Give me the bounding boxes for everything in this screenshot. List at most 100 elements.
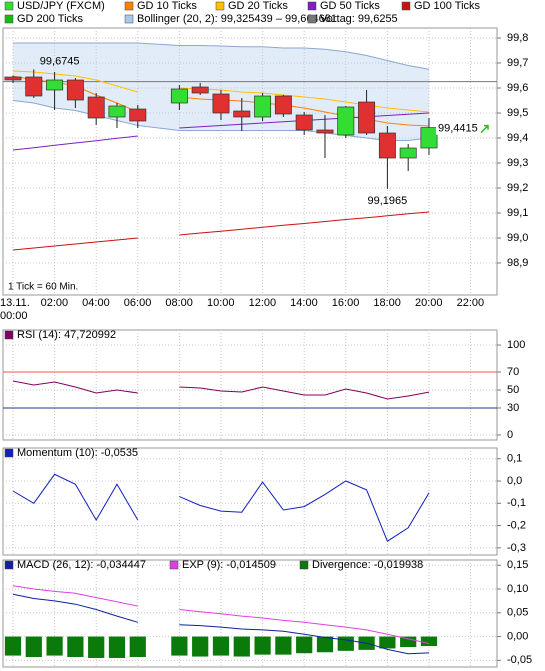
candle-body	[233, 110, 251, 118]
candle-body	[170, 88, 188, 104]
legend-label: Vortag: 99,6255	[320, 13, 398, 25]
legend-label: USD/JPY (FXCM)	[17, 0, 105, 12]
candle-body	[378, 132, 396, 159]
legend-label: GD 200 Ticks	[17, 13, 84, 25]
bar	[296, 636, 313, 654]
candle-body	[129, 108, 147, 122]
candle-body	[87, 96, 105, 119]
y-tick-label: 99,0	[507, 232, 528, 244]
bar	[275, 636, 292, 655]
note: 1 Tick = 60 Min.	[8, 282, 78, 293]
legend-label: Momentum (10): -0,0535	[17, 447, 138, 459]
legend-label: EXP (9): -0,014509	[182, 559, 276, 571]
y-tick-label: 99,7	[507, 57, 528, 69]
bar	[129, 636, 146, 658]
candle-body	[46, 79, 64, 91]
y-tick-label: 50	[507, 384, 519, 396]
bar	[46, 636, 63, 656]
x-tick-label: 12:00	[248, 297, 277, 309]
y-tick-label: -0,2	[507, 519, 526, 531]
legend-label: GD 50 Ticks	[320, 0, 380, 12]
y-tick-label: 0,1	[507, 453, 522, 465]
trend-arrow	[480, 124, 489, 134]
x-tick-label: 16:00	[331, 297, 360, 309]
y-tick-label: -0,1	[507, 497, 526, 509]
bar	[192, 636, 209, 657]
legend-swatch	[4, 330, 14, 340]
annotation: 99,1965	[368, 195, 408, 207]
candle-body	[212, 93, 230, 114]
bar	[4, 636, 22, 656]
y-tick-label: 0,05	[507, 607, 528, 619]
plot-frame	[2, 27, 498, 296]
candle-body	[316, 129, 334, 134]
y-tick-label: 100	[507, 339, 525, 351]
legend-label: GD 10 Ticks	[137, 0, 197, 12]
candle-body	[191, 86, 209, 94]
y-tick-label: 99,4	[507, 132, 528, 144]
y-tick-label: 0,15	[507, 559, 528, 571]
bar	[25, 636, 42, 658]
legend-swatch	[4, 14, 14, 24]
y-tick-label: 70	[507, 366, 519, 378]
legend-swatch	[299, 560, 309, 570]
x-tick-label: 02:00	[40, 297, 69, 309]
x-tick-label: 10:00	[206, 297, 235, 309]
y-tick-label: 99,8	[507, 32, 528, 44]
bar	[337, 636, 354, 651]
y-tick-label: 99,5	[507, 107, 528, 119]
x-tick-label: 14:00	[290, 297, 318, 309]
legend-swatch	[4, 560, 14, 570]
annotation-box	[435, 120, 479, 135]
bar	[316, 636, 334, 653]
legend-label: RSI (14): 47,720992	[17, 329, 116, 341]
y-tick-label: 0,0	[507, 475, 522, 487]
legend-swatch	[124, 1, 134, 11]
bar	[67, 636, 84, 658]
candle-body	[108, 105, 126, 118]
y-tick-label: 99,2	[507, 182, 528, 194]
plot-frame	[2, 559, 498, 668]
y-tick-label: -0,3	[507, 542, 526, 554]
plot-frame	[2, 329, 498, 441]
x-tick-label: 04:00	[82, 297, 110, 309]
plot-frame	[2, 447, 498, 556]
y-tick-label: 98,9	[507, 257, 528, 269]
candle-body	[274, 95, 292, 115]
bar	[88, 636, 105, 658]
y-tick-label: 99,1	[507, 207, 528, 219]
x-tick-label: 18:00	[373, 297, 401, 309]
annotation: 99,6745	[40, 55, 80, 67]
x-tick-label: 08:00	[165, 297, 193, 309]
legend-label: Bollinger (20, 2): 99,325439 – 99,664661	[137, 13, 337, 25]
bar	[108, 636, 126, 658]
annotation: 99,4415	[438, 123, 478, 135]
legend-label: GD 100 Ticks	[414, 0, 481, 12]
candle-body	[358, 101, 376, 134]
legend-swatch	[4, 448, 14, 458]
y-tick-label: 99,3	[507, 157, 528, 169]
legend-label: MACD (26, 12): -0,034447	[17, 559, 146, 571]
candle-body	[25, 76, 43, 97]
legend-swatch	[401, 1, 411, 11]
bar	[233, 636, 250, 657]
series-line	[12, 593, 430, 655]
legend-swatch	[124, 14, 134, 24]
band-line	[13, 42, 430, 70]
bar	[420, 636, 438, 647]
x-tick-label: 22:00	[456, 297, 485, 309]
series-line	[12, 473, 430, 542]
legend-swatch	[307, 1, 317, 11]
x-tick-label: 20:00	[414, 297, 443, 309]
y-tick-label: 0,00	[507, 630, 528, 642]
legend-swatch	[215, 1, 225, 11]
legend-label: Divergence: -0,019938	[312, 559, 423, 571]
x-tick-label: 06:00	[123, 297, 152, 309]
band-line	[12, 100, 430, 141]
legend-swatch	[4, 1, 14, 11]
bar	[171, 636, 188, 656]
ma-line	[12, 211, 430, 251]
legend-label: GD 20 Ticks	[228, 0, 288, 12]
y-tick-label: 0	[507, 429, 513, 441]
